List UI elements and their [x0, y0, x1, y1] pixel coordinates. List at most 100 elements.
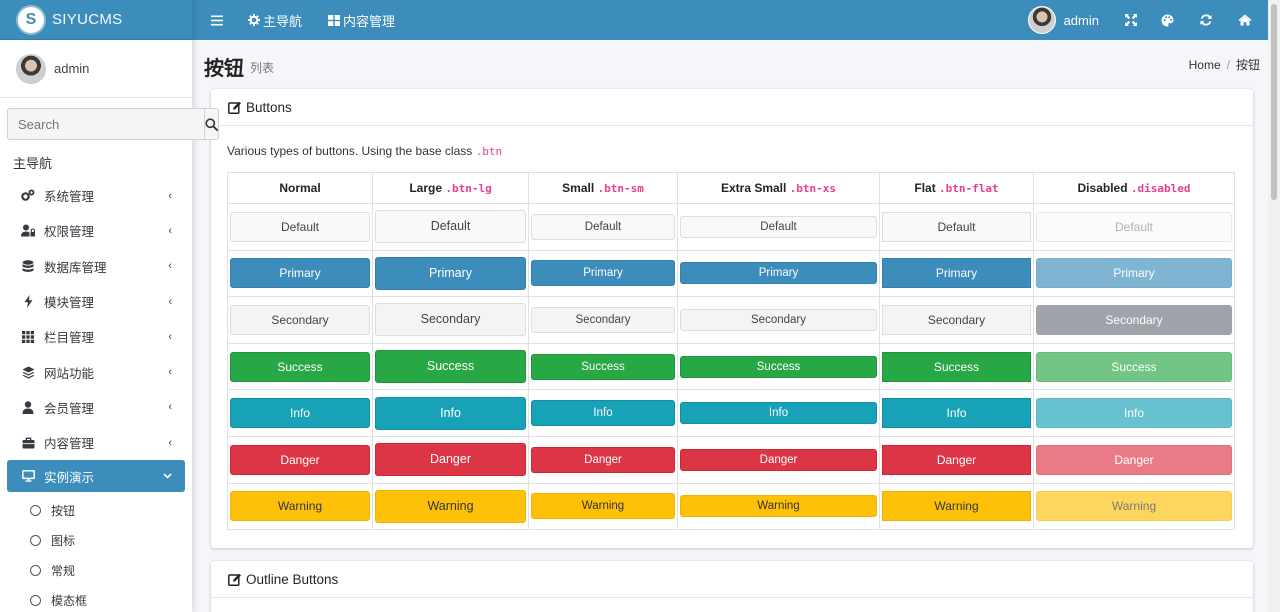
scrollbar-thumb[interactable]: [1271, 4, 1277, 200]
search-button[interactable]: [204, 108, 219, 140]
table-cell: Success: [1033, 342, 1235, 391]
sidebar-item-permissions[interactable]: 权限管理 ‹: [0, 213, 192, 248]
avatar: [16, 53, 46, 84]
info-large-button[interactable]: Info: [375, 396, 526, 430]
search-input[interactable]: [7, 108, 204, 140]
default-large-button[interactable]: Default: [375, 210, 526, 244]
sidebar-subitem-modals[interactable]: 模态框: [0, 585, 192, 612]
sidebar-item-site-features[interactable]: 网站功能 ‹: [0, 354, 192, 389]
success-small-button[interactable]: Success: [531, 353, 675, 380]
home-button[interactable]: [1238, 14, 1252, 26]
info-normal-button[interactable]: Info: [230, 398, 370, 429]
desktop-icon: [21, 469, 35, 483]
table-row: Warning Warning Warning Warning Warning Warni…: [227, 482, 1235, 531]
warning-flat-button[interactable]: Warning: [882, 491, 1031, 522]
secondary-normal-button[interactable]: Secondary: [230, 304, 370, 335]
sidebar-subitem-general[interactable]: 常规: [0, 555, 192, 585]
outline-buttons-card: Outline Buttons: [211, 561, 1253, 612]
search-icon: [205, 117, 218, 131]
primary-small-button[interactable]: Primary: [531, 260, 675, 287]
info-flat-button[interactable]: Info: [882, 398, 1031, 429]
edit-icon: [228, 573, 242, 586]
circle-icon: [30, 594, 41, 606]
table-cell: Warning: [528, 482, 678, 531]
card-header: Buttons: [211, 89, 1253, 126]
breadcrumb-home-link[interactable]: Home: [1188, 58, 1221, 72]
primary-large-button[interactable]: Primary: [375, 256, 526, 290]
chevron-left-icon: ‹: [168, 436, 172, 449]
default-small-button[interactable]: Default: [531, 213, 675, 240]
info-small-button[interactable]: Info: [531, 400, 675, 427]
gear-icon: [248, 14, 260, 26]
sidebar-toggle-button[interactable]: [211, 15, 223, 26]
topnav-main-link[interactable]: 主导航: [248, 11, 302, 30]
warning-small-button[interactable]: Warning: [531, 493, 675, 520]
sidebar-subitem-label: 按钮: [51, 503, 76, 518]
sidebar-item-system[interactable]: 系统管理 ‹: [0, 178, 192, 213]
sidebar-item-label: 内容管理: [44, 437, 95, 452]
nav-header: 主导航: [13, 156, 53, 171]
table-cell: Primary: [372, 249, 529, 298]
default-flat-button[interactable]: Default: [882, 211, 1031, 242]
secondary-disabled-button: Secondary: [1036, 304, 1232, 335]
danger-large-button[interactable]: Danger: [375, 443, 526, 477]
secondary-small-button[interactable]: Secondary: [531, 306, 675, 333]
secondary-xsmall-button[interactable]: Secondary: [680, 308, 877, 331]
breadcrumb-current: 按钮: [1235, 58, 1260, 72]
fullscreen-button[interactable]: [1125, 14, 1137, 26]
danger-small-button[interactable]: Danger: [531, 446, 675, 473]
sidebar-item-members[interactable]: 会员管理 ‹: [0, 390, 192, 425]
success-flat-button[interactable]: Success: [882, 351, 1031, 382]
default-xsmall-button[interactable]: Default: [680, 215, 877, 238]
success-disabled-button: Success: [1036, 351, 1232, 382]
danger-flat-button[interactable]: Danger: [882, 444, 1031, 475]
primary-normal-button[interactable]: Primary: [230, 258, 370, 289]
topnav-content-link[interactable]: 内容管理: [328, 11, 395, 30]
table-cell: Default: [879, 203, 1034, 251]
sidebar-item-label: 数据库管理: [44, 260, 107, 275]
theme-button[interactable]: [1161, 14, 1174, 27]
warning-large-button[interactable]: Warning: [375, 489, 526, 523]
page-scrollbar[interactable]: [1268, 0, 1280, 612]
refresh-button[interactable]: [1200, 14, 1212, 26]
table-cell: Primary: [227, 249, 373, 298]
sidebar: S SIYUCMS admin 主导航 系统管理 ‹ 权限管理 ‹ 数据库管理 …: [0, 0, 219, 612]
default-normal-button[interactable]: Default: [230, 211, 370, 242]
secondary-large-button[interactable]: Secondary: [375, 303, 526, 337]
warning-normal-button[interactable]: Warning: [230, 491, 370, 522]
table-cell: Success: [677, 342, 880, 391]
success-xsmall-button[interactable]: Success: [680, 355, 877, 378]
user-panel[interactable]: admin: [0, 40, 192, 98]
primary-flat-button[interactable]: Primary: [882, 258, 1031, 289]
sidebar-item-label: 栏目管理: [44, 331, 95, 346]
column-header: Extra Small .btn-xs: [677, 172, 880, 204]
table-cell: Warning: [879, 482, 1034, 531]
table-row: Default Default Default Default Default Defau…: [227, 203, 1235, 251]
sidebar-item-database[interactable]: 数据库管理 ‹: [0, 249, 192, 284]
sidebar-item-columns[interactable]: 栏目管理 ‹: [0, 319, 192, 354]
th-large-icon: [328, 14, 341, 26]
card-description: Various types of buttons. Using the base…: [227, 144, 1237, 158]
sidebar-subitem-icons[interactable]: 图标: [0, 525, 192, 555]
danger-normal-button[interactable]: Danger: [230, 444, 370, 475]
topbar-user-name: admin: [1063, 12, 1099, 28]
primary-xsmall-button[interactable]: Primary: [680, 262, 877, 285]
user-menu[interactable]: admin: [1027, 6, 1099, 34]
column-header: Disabled .disabled: [1033, 172, 1235, 204]
table-cell: Danger: [1033, 435, 1235, 484]
sidebar-subitem-buttons[interactable]: 按钮: [0, 495, 192, 525]
user-lock-icon: [21, 224, 35, 238]
success-large-button[interactable]: Success: [375, 350, 526, 384]
danger-xsmall-button[interactable]: Danger: [680, 448, 877, 471]
column-header: Small .btn-sm: [528, 172, 678, 204]
info-xsmall-button[interactable]: Info: [680, 402, 877, 425]
secondary-flat-button[interactable]: Secondary: [882, 304, 1031, 335]
warning-xsmall-button[interactable]: Warning: [680, 495, 877, 518]
sidebar-item-content[interactable]: 内容管理 ‹: [0, 425, 192, 460]
sidebar-item-modules[interactable]: 模块管理 ‹: [0, 284, 192, 319]
sidebar-item-examples[interactable]: 实例演示: [7, 460, 185, 493]
brand-link[interactable]: S SIYUCMS: [0, 0, 192, 40]
database-icon: [21, 259, 35, 273]
success-normal-button[interactable]: Success: [230, 351, 370, 382]
breadcrumb: Home / 按钮: [1189, 56, 1260, 73]
